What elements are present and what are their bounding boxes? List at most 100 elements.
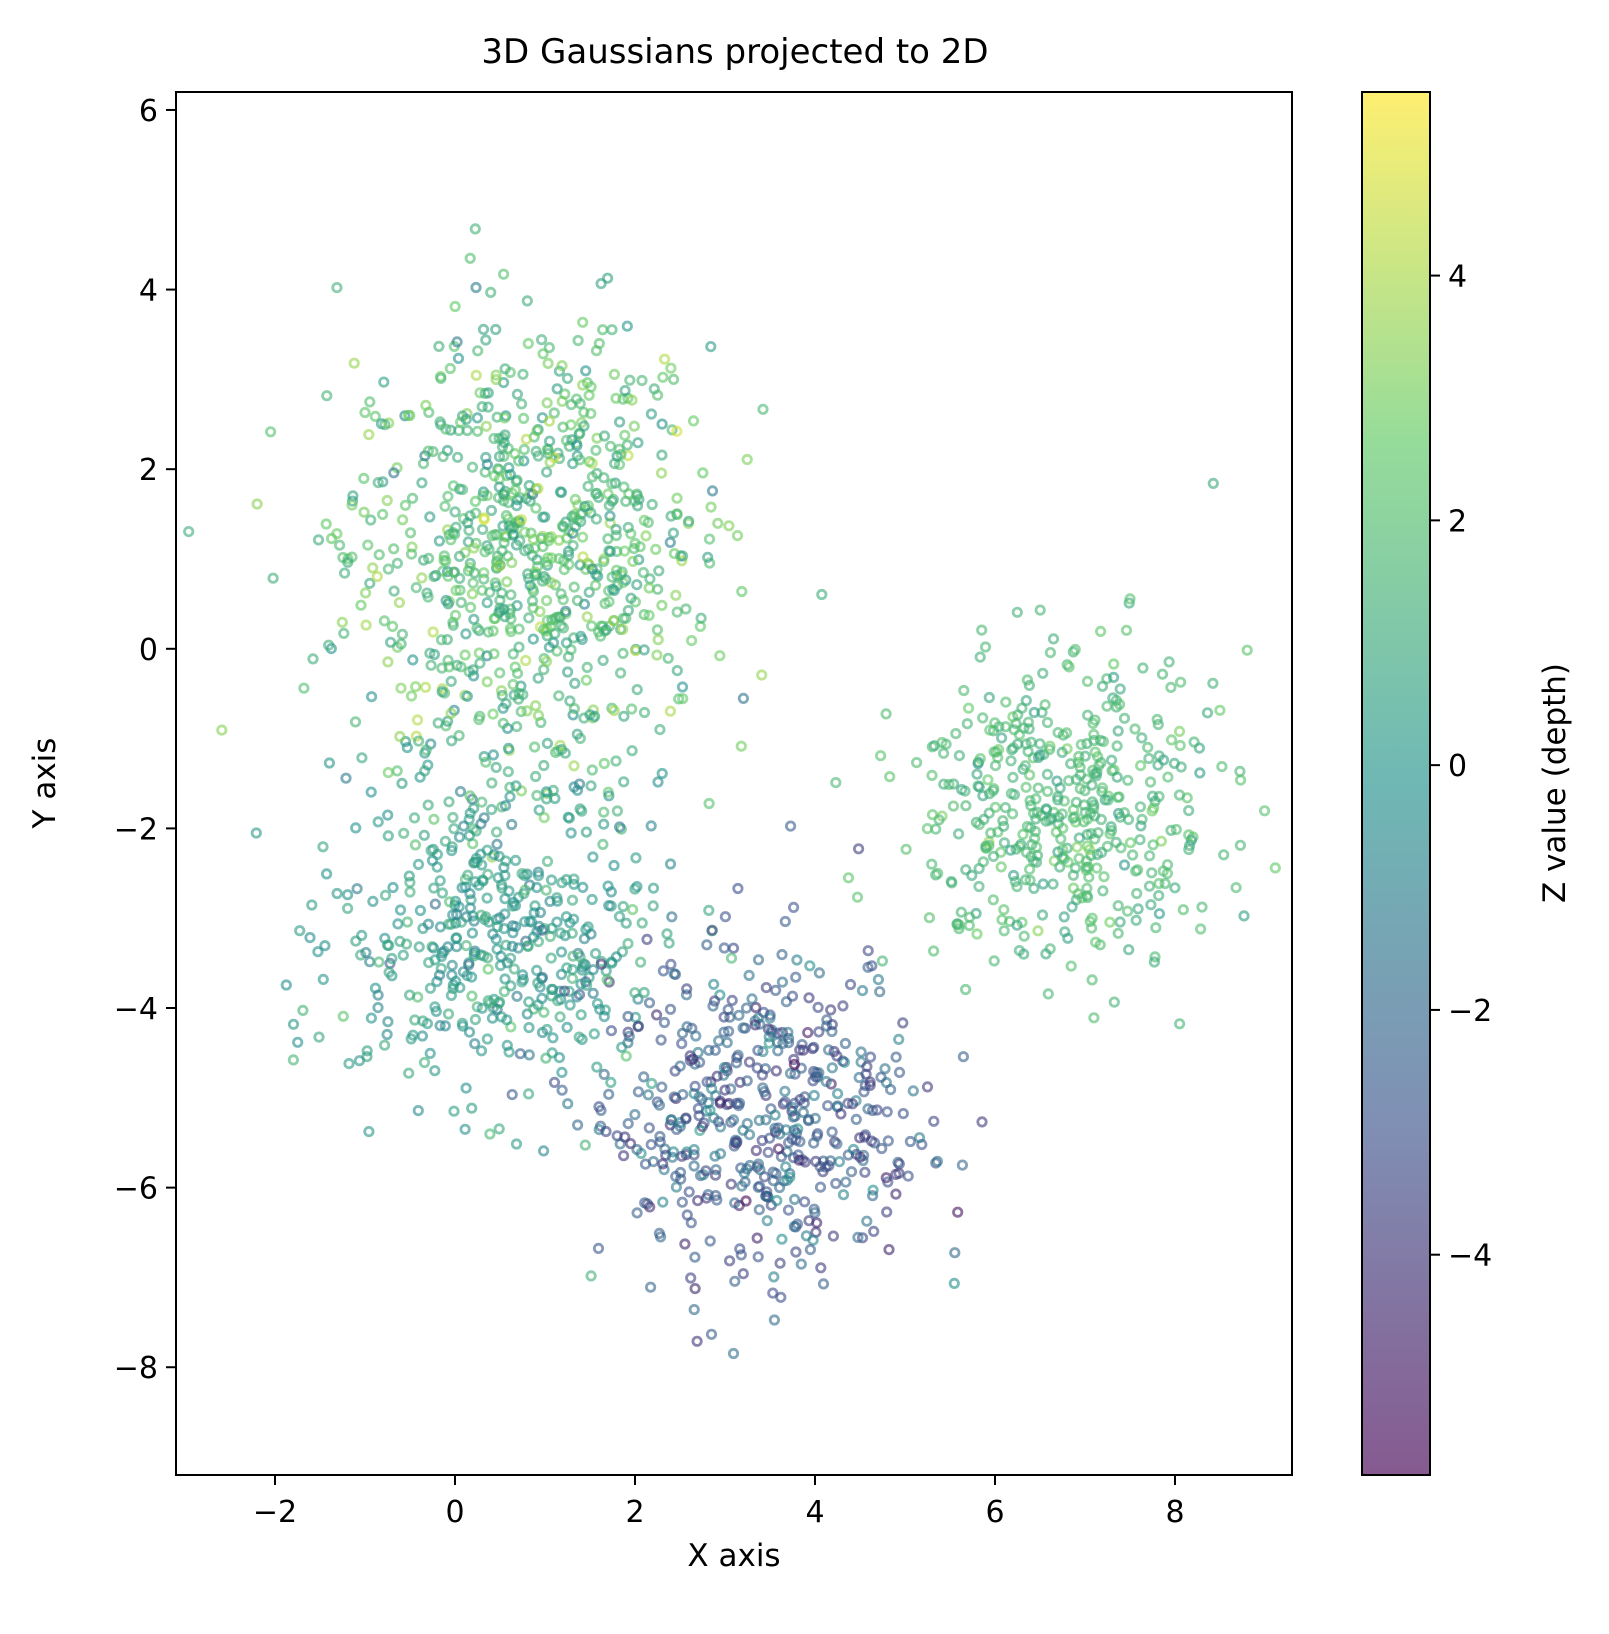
scatter-point: [505, 589, 517, 601]
scatter-point: [528, 907, 540, 919]
scatter-point: [372, 1001, 384, 1014]
scatter-point: [1063, 661, 1075, 673]
scatter-point: [692, 1195, 704, 1207]
scatter-point: [1030, 856, 1043, 868]
scatter-point: [1019, 760, 1031, 772]
scatter-point: [382, 809, 394, 821]
scatter-point: [769, 1109, 781, 1121]
scatter-point: [620, 574, 632, 586]
scatter-point: [445, 424, 457, 436]
scatter-point: [837, 1000, 849, 1012]
scatter-point: [1148, 802, 1160, 814]
scatter-point: [1123, 944, 1135, 956]
scatter-point: [571, 991, 583, 1003]
scatter-point: [515, 398, 528, 410]
scatter-point: [1084, 915, 1096, 928]
scatter-point: [443, 896, 456, 908]
scatter-point: [757, 403, 769, 415]
scatter-point: [656, 599, 668, 612]
scatter-point: [598, 625, 611, 637]
scatter-point: [780, 1124, 792, 1136]
scatter-point: [608, 704, 620, 717]
scatter-point: [511, 599, 523, 612]
scatter-point: [583, 455, 596, 468]
scatter-point: [657, 965, 670, 977]
scatter-point: [693, 1110, 705, 1122]
scatter-point: [736, 585, 748, 598]
scatter-point: [463, 1026, 476, 1038]
scatter-point: [590, 444, 602, 456]
scatter-point: [497, 488, 510, 500]
scatter-point: [643, 997, 656, 1009]
scatter-point: [416, 477, 428, 489]
scatter-point: [689, 1080, 701, 1093]
scatter-point: [405, 548, 418, 560]
scatter-point: [538, 759, 550, 772]
scatter-point: [501, 576, 513, 588]
scatter-point: [404, 876, 416, 889]
scatter-point: [868, 1225, 880, 1238]
scatter-point: [536, 530, 549, 543]
scatter-point: [449, 609, 462, 621]
scatter-point: [446, 959, 458, 972]
scatter-point: [952, 828, 965, 840]
scatter-point: [468, 915, 480, 927]
scatter-point: [384, 636, 397, 648]
scatter-point: [1091, 848, 1104, 861]
scatter-point: [866, 1104, 879, 1117]
scatter-point: [1024, 822, 1037, 834]
scatter-point: [460, 939, 472, 952]
scatter-point: [685, 1272, 697, 1284]
scatter-point: [466, 927, 478, 939]
scatter-point: [1081, 675, 1094, 688]
scatter-point: [688, 1160, 700, 1172]
scatter-point: [571, 728, 583, 740]
scatter-point: [730, 1057, 743, 1069]
scatter-point: [591, 997, 604, 1010]
scatter-point: [971, 768, 983, 780]
scatter-point: [397, 949, 409, 961]
scatter-point: [447, 982, 459, 995]
scatter-point: [608, 859, 620, 872]
scatter-point: [810, 1155, 822, 1168]
scatter-point: [989, 801, 1002, 813]
scatter-point: [782, 1032, 795, 1045]
scatter-point: [1124, 837, 1137, 849]
scatter-point: [650, 543, 662, 556]
scatter-point: [770, 1065, 782, 1077]
scatter-point: [947, 778, 960, 790]
scatter-point: [491, 529, 503, 541]
scatter-point: [503, 520, 515, 532]
scatter-point: [692, 1046, 704, 1059]
scatter-point: [879, 1063, 891, 1075]
scatter-point: [442, 654, 454, 666]
scatter-point: [1020, 781, 1032, 793]
scatter-point: [509, 484, 522, 496]
scatter-point: [562, 1098, 574, 1110]
scatter-point: [812, 1001, 824, 1014]
scatter-point: [566, 972, 579, 985]
scatter-point: [1112, 725, 1124, 737]
scatter-point: [621, 439, 633, 451]
scatter-point: [962, 702, 975, 714]
scatter-point: [449, 506, 461, 518]
scatter-point: [977, 712, 989, 724]
scatter-point: [640, 530, 652, 542]
scatter-point: [545, 952, 557, 964]
scatter-point: [855, 1046, 867, 1058]
scatter-point: [619, 384, 631, 397]
scatter-point: [547, 1032, 559, 1044]
y-tick-label: 6: [139, 94, 158, 129]
scatter-point: [835, 1108, 847, 1120]
scatter-point: [556, 360, 568, 372]
scatter-point: [645, 820, 657, 832]
scatter-point: [1040, 948, 1052, 960]
scatter-point: [782, 1026, 794, 1038]
scatter-point: [497, 520, 509, 532]
scatter-point: [1089, 746, 1101, 758]
scatter-point: [471, 412, 483, 424]
scatter-point: [453, 572, 466, 585]
scatter-point: [831, 1138, 843, 1150]
scatter-point: [350, 822, 362, 834]
scatter-point: [1022, 745, 1034, 758]
